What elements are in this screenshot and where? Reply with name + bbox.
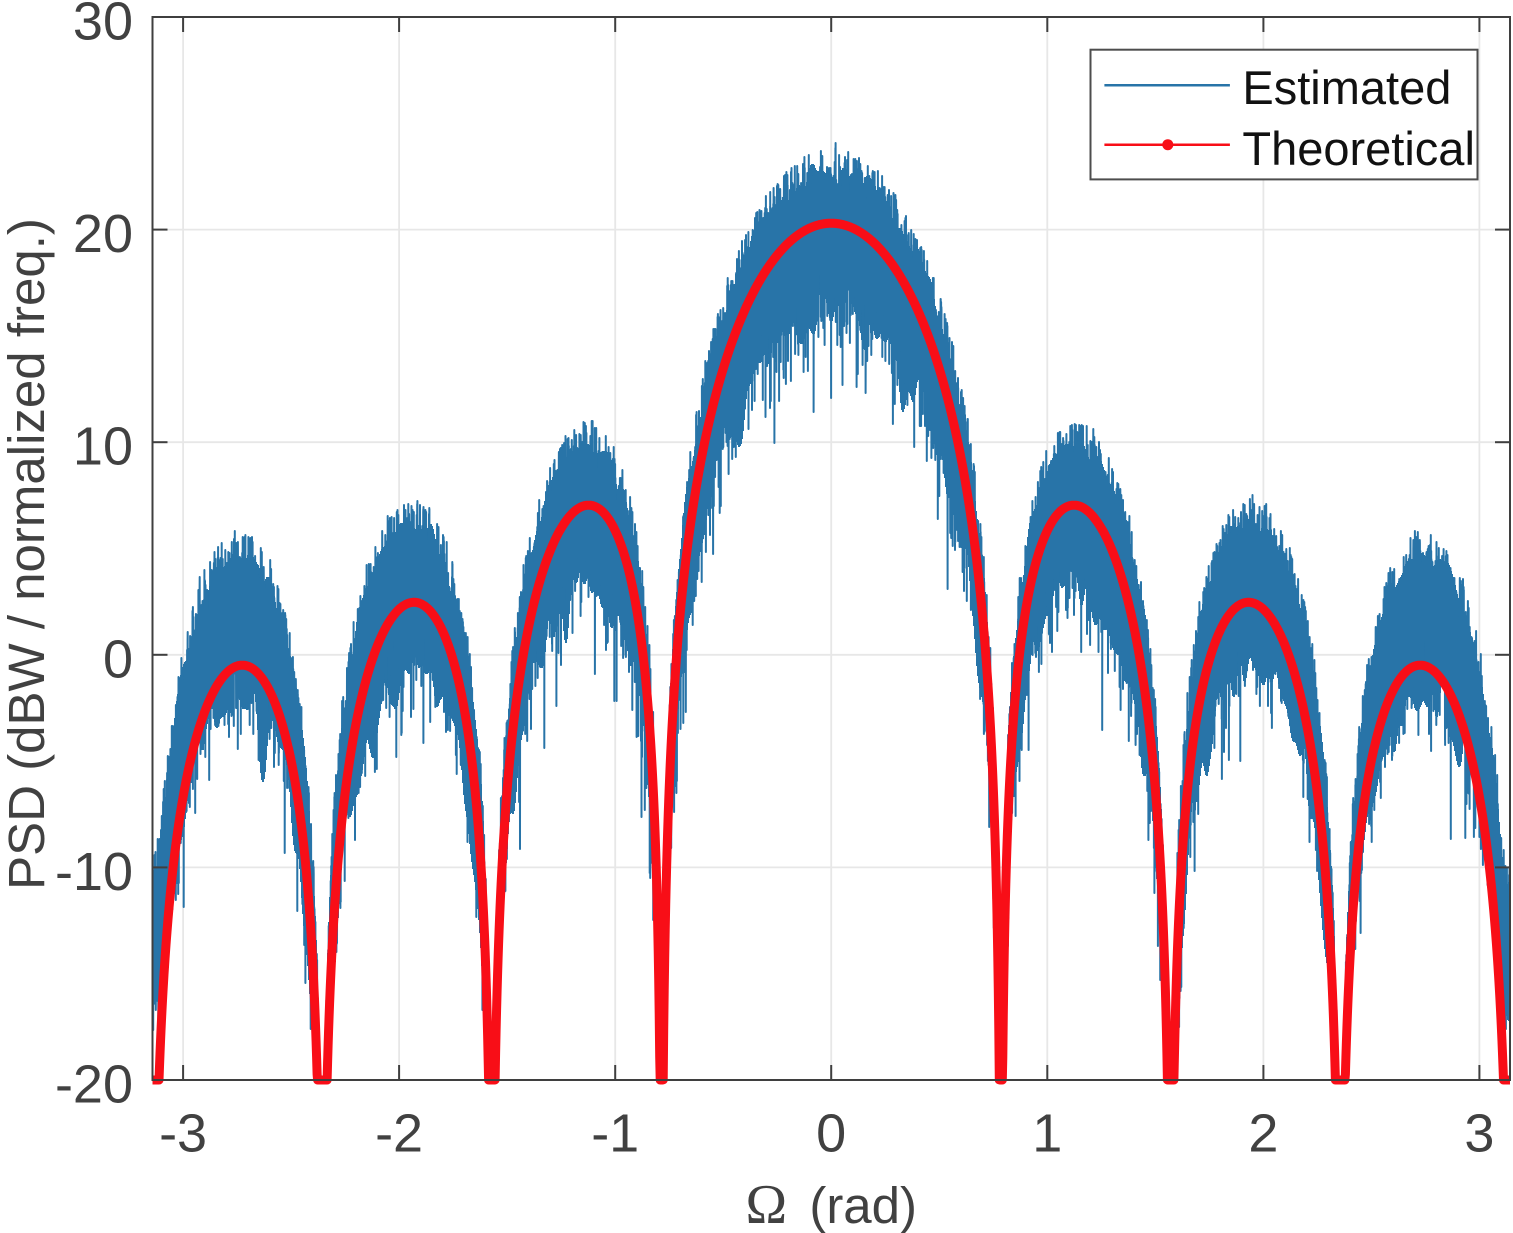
svg-text:-2: -2 <box>375 1104 423 1164</box>
svg-text:0: 0 <box>816 1104 846 1164</box>
svg-text:30: 30 <box>73 0 133 52</box>
svg-text:1: 1 <box>1032 1104 1062 1164</box>
svg-text:Theoretical: Theoretical <box>1242 122 1475 175</box>
svg-text:-10: -10 <box>55 842 133 902</box>
svg-text:-1: -1 <box>591 1104 639 1164</box>
svg-text:-3: -3 <box>159 1104 207 1164</box>
svg-text:Ω (rad): Ω (rad) <box>746 1174 917 1233</box>
svg-text:2: 2 <box>1248 1104 1278 1164</box>
svg-text:3: 3 <box>1464 1104 1494 1164</box>
svg-text:Estimated: Estimated <box>1242 61 1451 114</box>
svg-text:10: 10 <box>73 417 133 477</box>
svg-text:0: 0 <box>103 629 133 689</box>
svg-text:PSD (dBW / normalized freq.): PSD (dBW / normalized freq.) <box>0 218 55 890</box>
svg-text:-20: -20 <box>55 1055 133 1115</box>
svg-text:20: 20 <box>73 204 133 264</box>
